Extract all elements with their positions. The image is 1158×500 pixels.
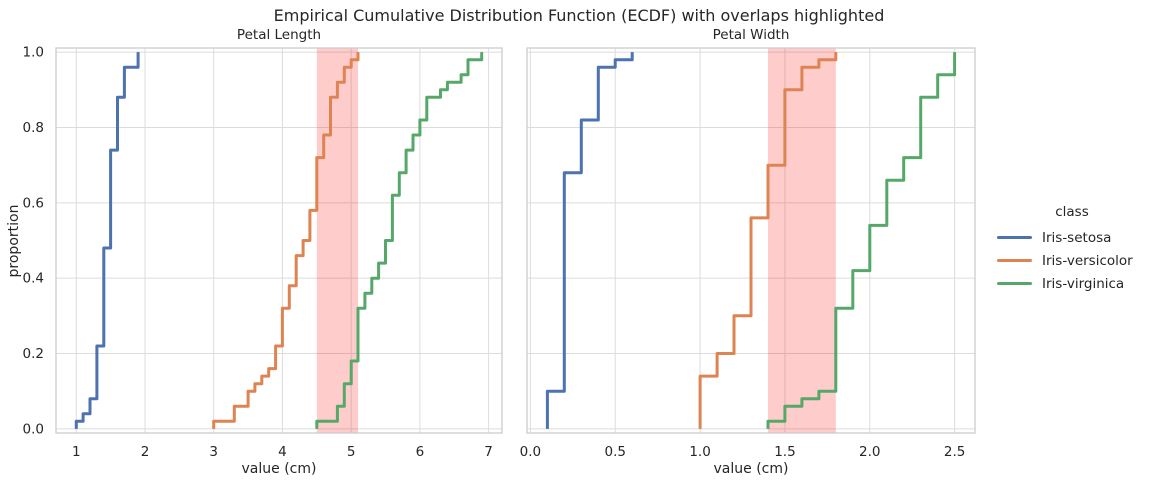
setosa-line-swatch [997, 235, 1032, 240]
legend: class Iris-setosa Iris-versicolor Iris-v… [992, 204, 1144, 295]
axes-spines [55, 47, 503, 434]
ecdf-curve-iris-virginica [766, 52, 957, 429]
virginica-line-swatch [997, 281, 1032, 286]
versicolor-line-swatch [997, 258, 1032, 263]
x-axis-label-right: value (cm) [713, 461, 789, 477]
legend-entry-virginica: Iris-virginica [992, 272, 1144, 295]
y-tick-label: 0.0 [23, 421, 44, 437]
x-tick-label: 2 [141, 444, 150, 460]
ecdf-curve-iris-versicolor [212, 52, 360, 429]
legend-label: Iris-versicolor [1042, 252, 1133, 269]
x-tick-label: 2.5 [944, 444, 965, 460]
subplot-title-petal-length: Petal Length [236, 27, 322, 43]
y-tick-label: 1.0 [23, 45, 44, 61]
figure-title: Empirical Cumulative Distribution Functi… [273, 6, 885, 25]
x-axis-label-left: value (cm) [241, 461, 317, 477]
x-tick-label: 2.0 [859, 444, 880, 460]
legend-label: Iris-virginica [1042, 275, 1125, 292]
legend-label: Iris-setosa [1042, 229, 1112, 246]
ecdf-curve-iris-setosa [545, 52, 634, 429]
x-tick-label: 6 [416, 444, 425, 460]
ecdf-curve-iris-setosa [74, 52, 140, 429]
x-tick-label: 0.5 [605, 444, 626, 460]
x-tick-label: 0.0 [520, 444, 541, 460]
y-tick-label: 0.8 [23, 120, 44, 136]
x-tick-label: 1.0 [689, 444, 710, 460]
legend-entry-setosa: Iris-setosa [992, 226, 1144, 249]
legend-entry-versicolor: Iris-versicolor [992, 249, 1144, 272]
y-tick-label: 0.6 [23, 195, 44, 211]
axes-spines [526, 47, 976, 434]
subplot-title-petal-width: Petal Width [712, 27, 790, 43]
ecdf-curve-iris-versicolor [698, 52, 838, 429]
x-tick-label: 4 [278, 444, 287, 460]
x-tick-label: 1 [72, 444, 81, 460]
x-tick-label: 5 [347, 444, 356, 460]
x-tick-label: 1.5 [774, 444, 795, 460]
legend-title: class [1055, 204, 1089, 220]
y-tick-label: 0.4 [23, 271, 44, 287]
y-axis-label: proportion [6, 204, 22, 278]
x-tick-label: 7 [484, 444, 493, 460]
y-tick-label: 0.2 [23, 346, 44, 362]
ecdf-curve-iris-virginica [315, 52, 484, 429]
x-tick-label: 3 [209, 444, 218, 460]
overlap-highlight-band [767, 48, 836, 433]
